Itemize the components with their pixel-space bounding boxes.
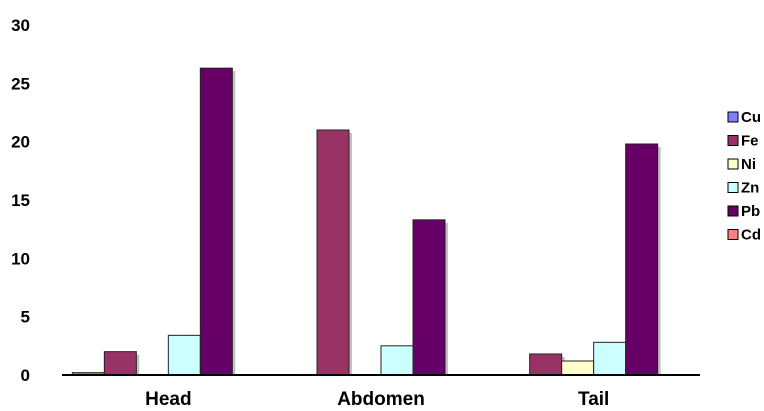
y-tick-label: 20 [11, 133, 30, 152]
x-tick-label: Head [145, 389, 191, 410]
bar-zn-head [167, 334, 201, 376]
bar-zn-abdomen [380, 345, 414, 376]
y-tick-label: 5 [21, 308, 30, 327]
y-tick-label: 15 [11, 191, 30, 210]
bar-zn-tail [593, 341, 627, 376]
legend-swatch-cd [727, 229, 739, 240]
legend-label-ni: Ni [741, 156, 756, 173]
legend-swatch-pb [727, 205, 739, 217]
legend: Cu Fe Ni Zn Pb Cd [727, 109, 761, 244]
bar-fe-tail [529, 353, 563, 376]
bar-fe-abdomen [316, 129, 350, 376]
bar-pb-abdomen [412, 219, 446, 376]
legend-label-cu: Cu [741, 109, 761, 126]
y-axis-ticks: 0 5 10 15 20 25 30 [11, 16, 30, 385]
legend-label-zn: Zn [741, 180, 759, 197]
x-tick-label: Abdomen [337, 389, 425, 410]
legend-label-cd: Cd [741, 227, 761, 244]
x-tick-label: Tail [578, 389, 609, 410]
y-tick-label: 10 [11, 249, 30, 268]
y-tick-label: 25 [11, 74, 30, 93]
legend-swatch-zn [727, 182, 739, 193]
legend-swatch-fe [727, 135, 739, 146]
legend-label-fe: Fe [741, 133, 759, 150]
bar-pb-head [199, 67, 233, 376]
legend-label-pb: Pb [741, 203, 760, 220]
bar-fe-head [103, 351, 137, 376]
bar-ni-tail [561, 360, 595, 376]
legend-swatch-ni [727, 158, 739, 170]
bars [71, 67, 661, 376]
bar-pb-tail [625, 143, 659, 376]
y-tick-label: 30 [11, 16, 30, 35]
x-axis-labels: Head Abdomen Tail [145, 389, 609, 410]
legend-swatch-cu [727, 111, 739, 123]
y-tick-label: 0 [21, 366, 30, 385]
